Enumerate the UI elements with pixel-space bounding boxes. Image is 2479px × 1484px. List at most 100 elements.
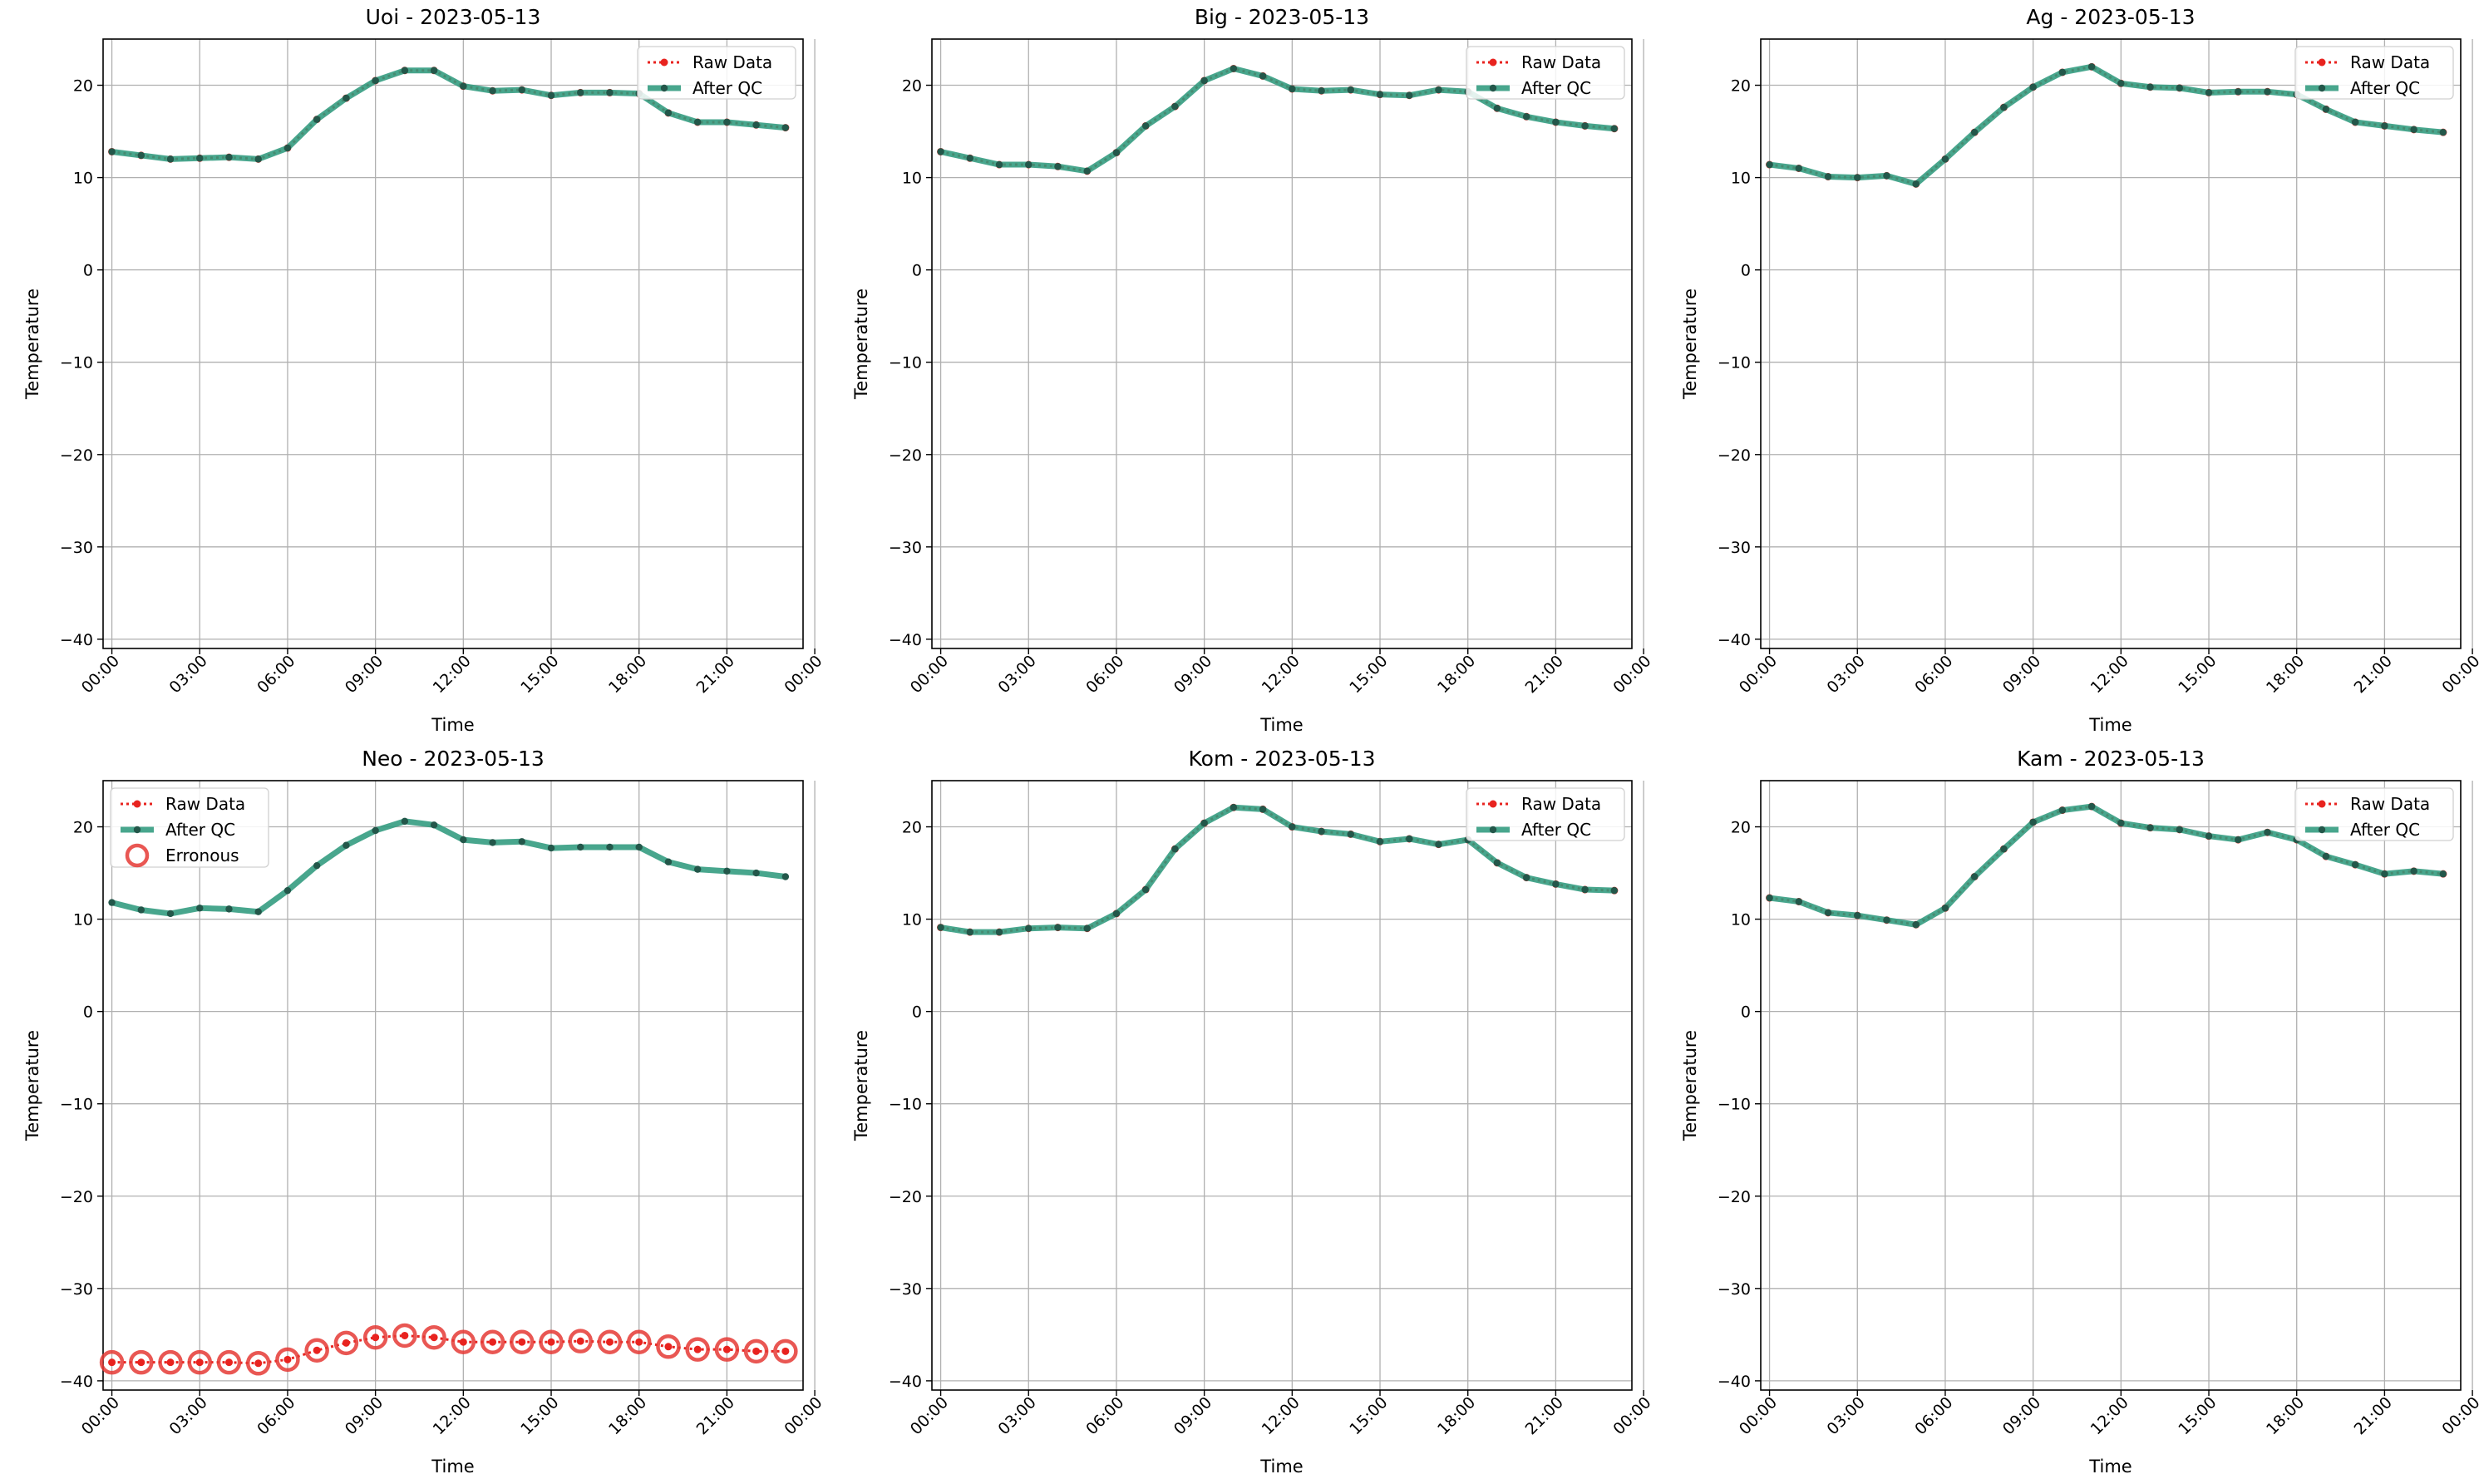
y-tick-label: 0 bbox=[1741, 1003, 1751, 1022]
x-tick-label: 12:00 bbox=[430, 652, 475, 697]
erroneous-marker bbox=[421, 1324, 446, 1350]
after-qc-point bbox=[577, 89, 584, 96]
panel-uoi: 20 10 0 −10 −20 −30 −40 00:00 03:00 06:00 09:00 12:… bbox=[22, 5, 826, 735]
erroneous-marker bbox=[333, 1330, 359, 1356]
raw-data-point bbox=[693, 1345, 702, 1353]
legend-qc-label: After QC bbox=[1521, 820, 1591, 840]
after-qc-point bbox=[1435, 86, 1442, 94]
after-qc-point bbox=[343, 841, 350, 849]
y-tick-label: −30 bbox=[60, 539, 93, 557]
y-tick-label: 20 bbox=[73, 819, 93, 837]
after-qc-point bbox=[2176, 84, 2183, 92]
after-qc-point bbox=[2176, 826, 2183, 834]
plot-frame bbox=[1760, 38, 2462, 649]
legend-raw-marker bbox=[660, 58, 668, 67]
after-qc-point bbox=[1552, 880, 1560, 888]
after-qc-point bbox=[1795, 898, 1802, 905]
after-qc-point bbox=[1493, 859, 1501, 867]
legend-err-marker bbox=[125, 843, 150, 868]
legend-raw-label: Raw Data bbox=[692, 52, 772, 72]
legend-qc-label: After QC bbox=[165, 820, 235, 840]
after-qc-point bbox=[2146, 83, 2154, 91]
after-qc-point bbox=[1200, 76, 1208, 85]
after-qc-point bbox=[1970, 873, 1979, 880]
grid bbox=[932, 39, 1644, 648]
x-tick-label: 18:00 bbox=[605, 1393, 650, 1438]
panel-big: 20 10 0 −10 −20 −30 −40 00:00 03:00 06:00 09:00 12:… bbox=[851, 5, 1655, 735]
x-tick-label: 09:00 bbox=[1999, 652, 2044, 697]
x-tick-label: 06:00 bbox=[1911, 1393, 1956, 1438]
after-qc-point bbox=[1522, 874, 1530, 881]
after-qc-line bbox=[939, 66, 1615, 175]
after-qc-point bbox=[2117, 80, 2125, 87]
x-tick-label: 12:00 bbox=[430, 1393, 475, 1438]
after-qc-point bbox=[1854, 911, 1861, 919]
after-qc-point bbox=[547, 844, 555, 852]
legend-qc-marker bbox=[2318, 84, 2326, 92]
erroneous-marker bbox=[451, 1329, 476, 1354]
raw-data-point bbox=[635, 1338, 643, 1346]
legend-raw-marker bbox=[1489, 58, 1497, 67]
y-tick-label: −30 bbox=[60, 1280, 93, 1299]
after-qc-point bbox=[489, 839, 496, 846]
after-qc-point bbox=[1610, 125, 1619, 132]
after-qc-point bbox=[313, 116, 321, 123]
after-qc-point bbox=[1200, 819, 1208, 827]
y-tick-label: 0 bbox=[912, 1003, 922, 1022]
raw-data-point bbox=[752, 1347, 761, 1355]
raw-data-point bbox=[489, 1338, 497, 1346]
after-qc-point bbox=[2322, 852, 2330, 860]
raw-data-line bbox=[111, 1334, 786, 1365]
after-qc-point bbox=[995, 160, 1003, 169]
y-tick-label: −10 bbox=[1718, 354, 1751, 372]
grid bbox=[932, 781, 1644, 1390]
y-tick-label: −40 bbox=[889, 1373, 922, 1391]
erroneous-marker bbox=[656, 1334, 681, 1359]
y-tick-label: 20 bbox=[902, 77, 922, 96]
after-qc-point bbox=[1406, 91, 1413, 99]
raw-data-point bbox=[195, 1358, 204, 1367]
after-qc-point bbox=[1171, 102, 1179, 111]
x-tick-label: 09:00 bbox=[342, 1393, 387, 1438]
x-tick-label: 09:00 bbox=[1999, 1393, 2044, 1438]
after-qc-point bbox=[752, 121, 760, 129]
raw-data-point bbox=[283, 1355, 292, 1363]
after-qc-point bbox=[1141, 885, 1150, 894]
x-axis-label: Time bbox=[2088, 715, 2132, 735]
after-qc-point bbox=[1112, 149, 1121, 156]
y-tick-label: 10 bbox=[73, 911, 93, 929]
x-tick-label: 06:00 bbox=[1082, 652, 1127, 697]
y-tick-label: −20 bbox=[889, 446, 922, 465]
after-qc-point bbox=[2087, 802, 2096, 811]
x-tick-label: 03:00 bbox=[995, 652, 1040, 697]
y-axis-label: Temperature bbox=[851, 1030, 871, 1141]
after-qc-point bbox=[283, 886, 292, 895]
plot-frame bbox=[102, 780, 804, 1391]
after-qc-point bbox=[196, 905, 204, 912]
x-tick-label: 21:00 bbox=[693, 652, 738, 697]
x-tick-label: 15:00 bbox=[517, 652, 562, 697]
after-qc-point bbox=[1054, 163, 1062, 170]
panel-neo: 20 10 0 −10 −20 −30 −40 00:00 03:00 06:00 09:00 12:… bbox=[22, 747, 826, 1477]
after-qc-point bbox=[1376, 91, 1384, 98]
after-qc-point bbox=[108, 148, 116, 155]
after-qc-point bbox=[1970, 128, 1979, 136]
after-qc-point bbox=[1824, 909, 1832, 917]
x-tick-label: 15:00 bbox=[1346, 652, 1391, 697]
after-qc-point bbox=[606, 89, 614, 96]
after-qc-point bbox=[547, 91, 555, 99]
after-qc-point bbox=[1824, 173, 1832, 180]
erroneous-marker bbox=[568, 1329, 594, 1353]
after-qc-point bbox=[2058, 68, 2067, 76]
x-tick-label: 00:00 bbox=[1609, 1393, 1654, 1438]
y-tick-label: −40 bbox=[889, 631, 922, 649]
raw-data-point bbox=[459, 1338, 467, 1346]
after-qc-point bbox=[2235, 88, 2242, 96]
after-qc-point bbox=[1025, 160, 1033, 169]
x-tick-label: 12:00 bbox=[1259, 652, 1304, 697]
after-qc-point bbox=[1230, 65, 1238, 72]
after-qc-point bbox=[966, 155, 973, 162]
after-qc-point bbox=[1141, 122, 1150, 130]
after-qc-line bbox=[1769, 63, 2444, 187]
